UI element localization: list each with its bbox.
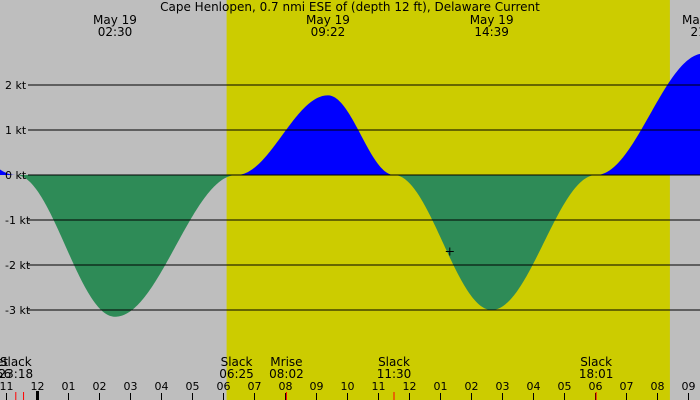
event-labels: Slack23:18Slack06:25Mrise08:02Slack11:30… [0,355,613,381]
hour-label: 11 [0,380,14,393]
clipped-event-time: 56 [0,367,11,381]
event-label: Slack [378,355,410,369]
hour-label: 06 [589,380,603,393]
event-time-label: 23:18 [0,367,33,381]
hour-label: 09 [682,380,696,393]
extreme-date-label: May 19 [93,13,137,27]
gridlines [28,84,700,311]
extreme-date-label: May 19 [682,13,700,27]
hour-label: 07 [620,380,634,393]
hour-label: 12 [403,380,417,393]
hour-label: 02 [465,380,479,393]
extreme-date-label: May 19 [306,13,350,27]
hour-label: 04 [155,380,169,393]
extreme-time-label: 14:39 [474,25,509,39]
hour-label: 03 [496,380,510,393]
y-tick-label: -2 kt [5,259,31,272]
hour-label: 05 [186,380,200,393]
extreme-time-label: 09:22 [311,25,346,39]
y-axis-labels: 2 kt 1 kt 0 kt -1 kt -2 kt -3 kt [5,79,31,317]
flood-area [0,53,700,175]
y-tick-label: 2 kt [5,79,27,92]
hour-axis: 11 12 01 02 03 04 05 06 07 08 09 10 11 12 01 02 03 04 05 06… [0,380,696,400]
y-tick-label: 0 kt [5,169,27,182]
event-time-label: 18:01 [579,367,614,381]
hour-label: 05 [558,380,572,393]
hour-label: 04 [527,380,541,393]
hour-label: 01 [434,380,448,393]
event-time-label: 11:30 [377,367,412,381]
hour-label: 02 [93,380,107,393]
y-tick-label: -3 kt [5,304,31,317]
current-areas [0,53,700,317]
hour-label: 01 [62,380,76,393]
hour-label: 11 [372,380,386,393]
clipped-event-label: et [0,355,8,369]
hour-label: 08 [279,380,293,393]
hour-label: 07 [248,380,262,393]
hour-label: 08 [651,380,665,393]
chart-title: Cape Henlopen, 0.7 nmi ESE of (depth 12 … [160,0,540,14]
extreme-date-label: May 19 [470,13,514,27]
event-time-label: 06:25 [219,367,254,381]
event-label: Slack [221,355,253,369]
event-label: Slack [580,355,612,369]
hour-label: 09 [310,380,324,393]
extreme-time-label: 21:3 [691,25,700,39]
event-label: Mrise [270,355,302,369]
hour-label: 10 [341,380,355,393]
event-label: Slack [0,355,32,369]
hour-label: 03 [124,380,138,393]
hour-label: 06 [217,380,231,393]
cursor-marker [445,247,454,256]
event-time-label: 08:02 [269,367,304,381]
ebb-area [0,175,700,317]
y-tick-label: -1 kt [5,214,31,227]
y-tick-label: 1 kt [5,124,27,137]
hour-label: 12 [31,380,45,393]
extreme-time-label: 02:30 [98,25,133,39]
